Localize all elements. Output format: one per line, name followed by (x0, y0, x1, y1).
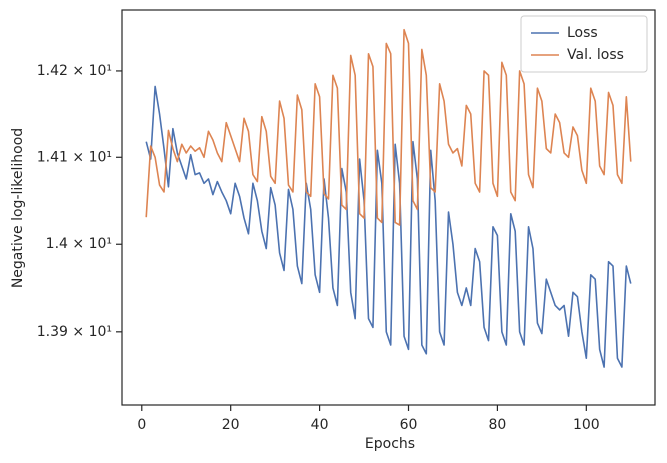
plot-frame (121, 9, 656, 406)
x-tick-label: 20 (222, 417, 240, 433)
y-tick-label: 1.39 × 10¹ (37, 324, 112, 340)
y-tick-label: 1.41 × 10¹ (37, 149, 112, 165)
x-tick-label: 0 (137, 417, 146, 433)
x-axis-label: Epochs (365, 436, 415, 452)
series-line (145, 28, 632, 226)
x-tick-label: 80 (488, 417, 506, 433)
legend-label: Val. loss (567, 47, 624, 63)
series-line (145, 85, 632, 368)
x-tick-label: 40 (311, 417, 329, 433)
y-tick-label: 1.4 × 10¹ (46, 236, 112, 252)
legend-box (520, 15, 648, 73)
y-axis-label: Negative log-likelihood (10, 128, 26, 288)
x-tick-label: 60 (400, 417, 418, 433)
x-tick-label: 100 (573, 417, 600, 433)
y-tick-label: 1.42 × 10¹ (37, 63, 112, 79)
legend-label: Loss (567, 25, 598, 41)
